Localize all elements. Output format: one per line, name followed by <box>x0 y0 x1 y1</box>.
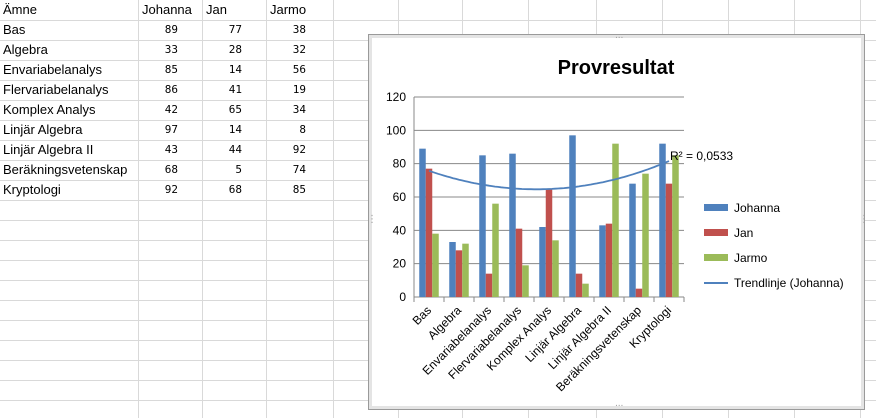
score-cell-jarmo[interactable]: 85 <box>292 183 306 196</box>
subject-cell[interactable]: Linjär Algebra <box>3 122 83 137</box>
y-tick-label: 20 <box>393 257 407 271</box>
bar-jarmo <box>432 233 439 297</box>
bar-jarmo <box>672 155 679 297</box>
chart-title: Provresultat <box>558 57 675 79</box>
score-cell-johanna[interactable]: 33 <box>164 43 178 56</box>
y-tick-label: 100 <box>386 123 406 137</box>
bar-johanna <box>509 153 516 297</box>
score-cell-jan[interactable]: 14 <box>228 63 242 76</box>
legend-label-trendline: Trendlinje (Johanna) <box>734 276 844 290</box>
resize-handle-left[interactable]: ⋮ <box>367 214 377 225</box>
score-cell-jarmo[interactable]: 38 <box>292 23 306 36</box>
resize-handle-bottom[interactable]: ∙∙∙ <box>615 400 624 411</box>
y-tick-label: 120 <box>386 90 406 104</box>
score-cell-johanna[interactable]: 92 <box>164 183 178 196</box>
subject-cell[interactable]: Beräkningsvetenskap <box>3 162 128 177</box>
bar-johanna <box>539 227 546 297</box>
bar-jarmo <box>522 265 529 297</box>
bar-jan <box>635 288 643 297</box>
score-cell-jarmo[interactable]: 8 <box>299 123 306 136</box>
legend-label-jarmo: Jarmo <box>734 251 768 265</box>
bar-jan <box>545 188 553 297</box>
score-cell-jarmo[interactable]: 92 <box>292 143 306 156</box>
subject-cell[interactable]: Kryptologi <box>3 182 61 197</box>
bar-jan <box>605 223 613 297</box>
score-cell-jarmo[interactable]: 74 <box>292 163 306 176</box>
header-cell-jarmo[interactable]: Jarmo <box>270 2 307 17</box>
bar-jarmo <box>462 243 469 297</box>
bar-jarmo <box>582 283 589 297</box>
bar-jarmo <box>552 240 559 297</box>
score-cell-jan[interactable]: 28 <box>228 43 242 56</box>
score-cell-johanna[interactable]: 42 <box>164 103 178 116</box>
bar-johanna <box>659 143 666 297</box>
score-cell-johanna[interactable]: 43 <box>164 143 178 156</box>
header-cell-johanna[interactable]: Johanna <box>142 2 192 17</box>
score-cell-johanna[interactable]: 86 <box>164 83 178 96</box>
score-cell-jan[interactable]: 14 <box>228 123 242 136</box>
score-cell-jan[interactable]: 44 <box>228 143 242 156</box>
subject-cell[interactable]: Komplex Analys <box>3 102 96 117</box>
legend-swatch-jarmo <box>704 254 728 261</box>
legend-label-jan: Jan <box>734 226 753 240</box>
trendline-johanna <box>428 160 670 191</box>
score-cell-jan[interactable]: 65 <box>228 103 242 116</box>
bar-jan <box>575 273 583 297</box>
bar-johanna <box>449 242 456 297</box>
legend-swatch-johanna <box>704 204 728 211</box>
score-cell-jan[interactable]: 41 <box>228 83 242 96</box>
y-tick-label: 80 <box>393 157 407 171</box>
bar-jan <box>515 228 523 297</box>
score-cell-johanna[interactable]: 97 <box>164 123 178 136</box>
bar-jan <box>665 183 673 297</box>
score-cell-johanna[interactable]: 85 <box>164 63 178 76</box>
score-cell-jarmo[interactable]: 19 <box>292 83 306 96</box>
subject-cell[interactable]: Flervariabelanalys <box>3 82 109 97</box>
y-tick-label: 40 <box>393 223 407 237</box>
score-cell-jan[interactable]: 5 <box>235 163 242 176</box>
chart-svg: Provresultat020406080100120BasAlgebraEnv… <box>386 57 844 394</box>
trendline-r2-label: R² = 0,0533 <box>670 149 733 163</box>
header-cell-jan[interactable]: Jan <box>206 2 227 17</box>
bar-johanna <box>479 155 486 297</box>
legend-swatch-jan <box>704 229 728 236</box>
bar-johanna <box>569 135 576 297</box>
subject-cell[interactable]: Envariabelanalys <box>3 62 103 77</box>
resize-handle-top[interactable]: ∙∙∙ <box>615 32 624 43</box>
y-tick-label: 0 <box>399 290 406 304</box>
legend-label-johanna: Johanna <box>734 201 780 215</box>
bar-johanna <box>629 183 636 297</box>
subject-cell[interactable]: Linjär Algebra II <box>3 142 94 157</box>
subject-cell[interactable]: Algebra <box>3 42 48 57</box>
score-cell-johanna[interactable]: 68 <box>164 163 178 176</box>
bar-jarmo <box>642 173 649 297</box>
score-cell-jarmo[interactable]: 34 <box>292 103 306 116</box>
bar-jan <box>455 250 463 297</box>
bar-jarmo <box>612 143 619 297</box>
header-cell-subject[interactable]: Ämne <box>3 2 37 17</box>
score-cell-jarmo[interactable]: 56 <box>292 63 306 76</box>
score-cell-jan[interactable]: 77 <box>228 23 242 36</box>
bar-jan <box>425 168 433 297</box>
bar-jan <box>485 273 493 297</box>
subject-cell[interactable]: Bas <box>3 22 26 37</box>
bar-johanna <box>419 148 426 297</box>
bar-jarmo <box>492 203 499 297</box>
score-cell-jan[interactable]: 68 <box>228 183 242 196</box>
score-cell-jarmo[interactable]: 32 <box>292 43 306 56</box>
resize-handle-right[interactable]: ⋮ <box>859 214 869 225</box>
x-tick-label: Bas <box>410 303 435 328</box>
score-cell-johanna[interactable]: 89 <box>164 23 178 36</box>
y-tick-label: 60 <box>393 190 407 204</box>
bar-johanna <box>599 225 606 297</box>
